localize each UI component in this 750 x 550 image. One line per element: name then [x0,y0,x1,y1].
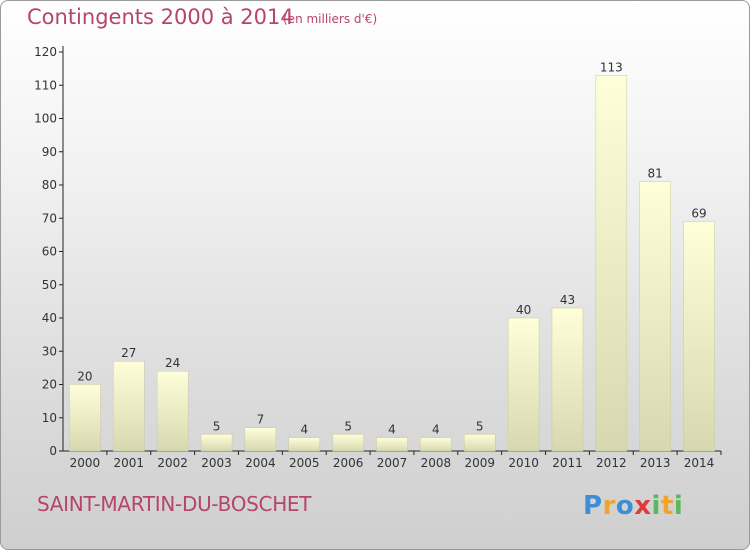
chart-subtitle: (en milliers d'€) [283,12,378,26]
proxiti-logo[interactable]: Proxiti [583,488,693,520]
data-label-2014: 69 [691,207,706,221]
bar-2013 [639,181,671,452]
data-label-2005: 4 [300,423,308,437]
bar-2005 [288,437,321,452]
bar-2000 [69,384,101,452]
data-label-2000: 20 [77,370,92,384]
bar-2007 [376,437,408,452]
commune-name: SAINT-MARTIN-DU-BOSCHET [37,492,312,516]
svg-text:Proxiti: Proxiti [583,491,683,520]
data-label-2008: 4 [432,423,440,437]
x-tick-label: 2009 [464,456,495,470]
x-tick-label: 2005 [289,456,320,470]
x-tick-label: 2013 [640,456,671,470]
data-label-2006: 5 [344,419,352,433]
y-tick-label: 10 [42,411,57,425]
data-label-2007: 4 [388,423,396,437]
x-tick-label: 2014 [684,456,715,470]
bar-2002 [156,370,189,452]
y-tick-label: 40 [42,311,57,325]
x-tick-label: 2006 [333,456,364,470]
bar-2004 [244,427,277,452]
bar-2009 [463,434,496,452]
data-label-2013: 81 [648,167,663,181]
y-tick-label: 80 [42,178,57,192]
x-tick-label: 2012 [596,456,627,470]
chart-title: Contingents 2000 à 2014 [27,5,294,29]
x-tick-label: 2007 [377,456,408,470]
x-axis: 2000 2001 2002 2003 2004 2005 2006 2007 2008 2009… [63,450,722,470]
bars [69,75,715,452]
bar-2010 [507,317,540,452]
bar-2011 [551,307,584,452]
bar-2008 [420,437,452,452]
data-label-2012: 113 [600,60,623,74]
bar-2006 [332,434,364,452]
data-label-2002: 24 [165,356,180,370]
bar-2003 [200,434,233,452]
y-tick-label: 100 [34,112,57,126]
y-tick-label: 70 [42,211,57,225]
x-tick-label: 2008 [421,456,452,470]
y-tick-label: 0 [49,444,57,458]
y-tick-label: 30 [42,344,57,358]
data-label-2009: 5 [476,419,484,433]
x-tick-label: 2004 [245,456,276,470]
x-tick-label: 2003 [201,456,232,470]
bar-2001 [113,360,145,452]
y-tick-label: 50 [42,278,57,292]
data-label-2001: 27 [121,346,136,360]
bar-2014 [683,221,715,452]
data-label-2010: 40 [516,303,531,317]
x-tick-label: 2010 [508,456,539,470]
x-tick-label: 2011 [552,456,583,470]
y-tick-label: 110 [34,78,57,92]
data-label-2003: 5 [213,419,221,433]
data-labels: 20 27 24 5 7 4 5 4 4 5 40 43 113 81 69 [77,60,706,436]
data-label-2011: 43 [560,293,575,307]
y-tick-label: 60 [42,245,57,259]
x-tick-label: 2000 [70,456,101,470]
bar-2012 [595,75,628,452]
data-label-2004: 7 [257,413,265,427]
y-tick-label: 120 [34,45,57,59]
y-axis: 0 10 20 30 40 50 60 70 80 90 100 110 120 [34,45,64,458]
y-tick-label: 90 [42,145,57,159]
x-tick-label: 2001 [114,456,145,470]
y-tick-label: 20 [42,378,57,392]
x-tick-label: 2002 [157,456,188,470]
